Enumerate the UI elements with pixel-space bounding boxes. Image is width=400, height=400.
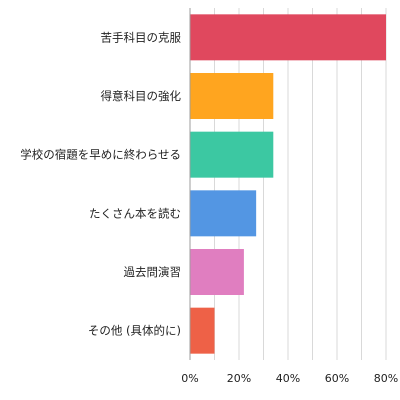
- bar-6: [190, 307, 215, 354]
- bar-5: [190, 249, 244, 295]
- gridlines: [214, 8, 387, 360]
- category-label: たくさん本を読む: [89, 206, 181, 220]
- bar-3: [190, 131, 274, 178]
- bar-1: [190, 14, 386, 61]
- bar-4: [190, 190, 257, 237]
- x-tick-label: 20%: [227, 372, 251, 385]
- category-labels: 苦手科目の克服得意科目の強化学校の宿題を早めに終わらせるたくさん本を読む過去問演…: [20, 30, 181, 337]
- category-label: 得意科目の強化: [101, 89, 182, 103]
- x-tick-label: 60%: [325, 372, 349, 385]
- category-label: 学校の宿題を早めに終わらせる: [20, 148, 181, 162]
- category-label: 苦手科目の克服: [101, 30, 182, 44]
- category-label: 過去問演習: [124, 265, 182, 279]
- x-tick-label: 0%: [181, 372, 198, 385]
- bars: [190, 14, 386, 354]
- x-tick-label: 40%: [276, 372, 300, 385]
- bar-2: [190, 73, 274, 119]
- x-tick-label: 80%: [374, 372, 398, 385]
- x-axis-tick-labels: 0% 20% 40% 60% 80%: [181, 372, 398, 385]
- category-label: その他 (具体的に): [88, 324, 181, 338]
